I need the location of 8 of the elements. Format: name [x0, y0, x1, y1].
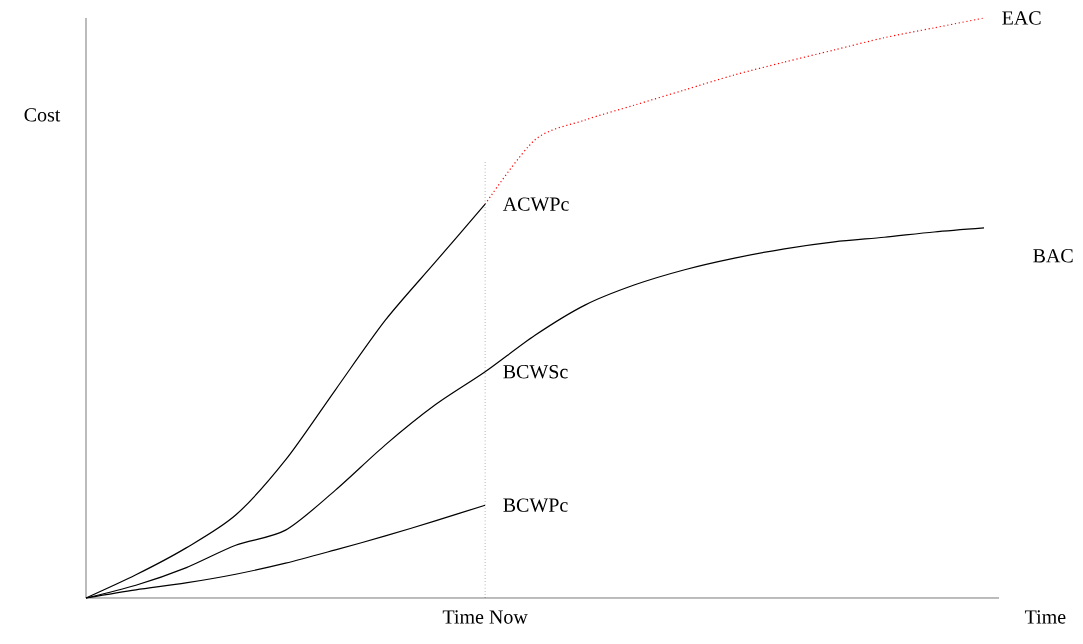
text: BAC — [1033, 249, 1073, 263]
y-axis-title: Cost — [24, 108, 61, 122]
series-label: EAC — [1002, 11, 1041, 25]
text: Time Now — [442, 610, 528, 624]
series-label: BCWPc — [503, 498, 568, 512]
x-axis-title: Time — [1024, 610, 1066, 624]
series-label: ACWPc — [502, 197, 569, 211]
series-label: BCWSc — [503, 365, 568, 379]
